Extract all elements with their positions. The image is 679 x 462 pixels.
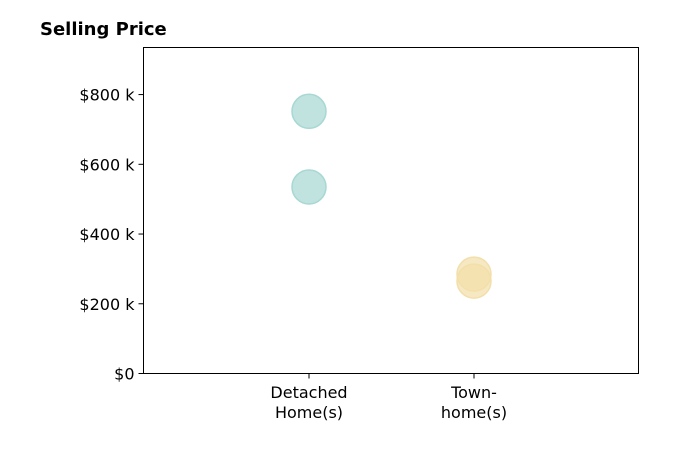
y-tick-label: $600 k — [79, 155, 135, 174]
y-tick-label: $0 — [114, 365, 134, 384]
x-tick-label: Town- — [450, 383, 497, 402]
x-tick-label: home(s) — [441, 403, 507, 422]
y-tick-label: $400 k — [79, 225, 135, 244]
x-tick-label: Detached — [270, 383, 347, 402]
x-tick-label: Home(s) — [275, 403, 343, 422]
plot-area-frame — [143, 47, 639, 374]
axis-ticks: $0 $200 k $400 k $600 k $800 k DetachedHome(s… — [79, 86, 507, 422]
data-point — [291, 93, 327, 130]
y-tick-label: $800 k — [79, 86, 135, 105]
data-point — [456, 263, 492, 299]
chart-title: Selling Price — [40, 19, 167, 40]
data-point — [291, 169, 327, 205]
data-points — [291, 93, 492, 299]
y-tick-label: $200 k — [79, 295, 135, 314]
